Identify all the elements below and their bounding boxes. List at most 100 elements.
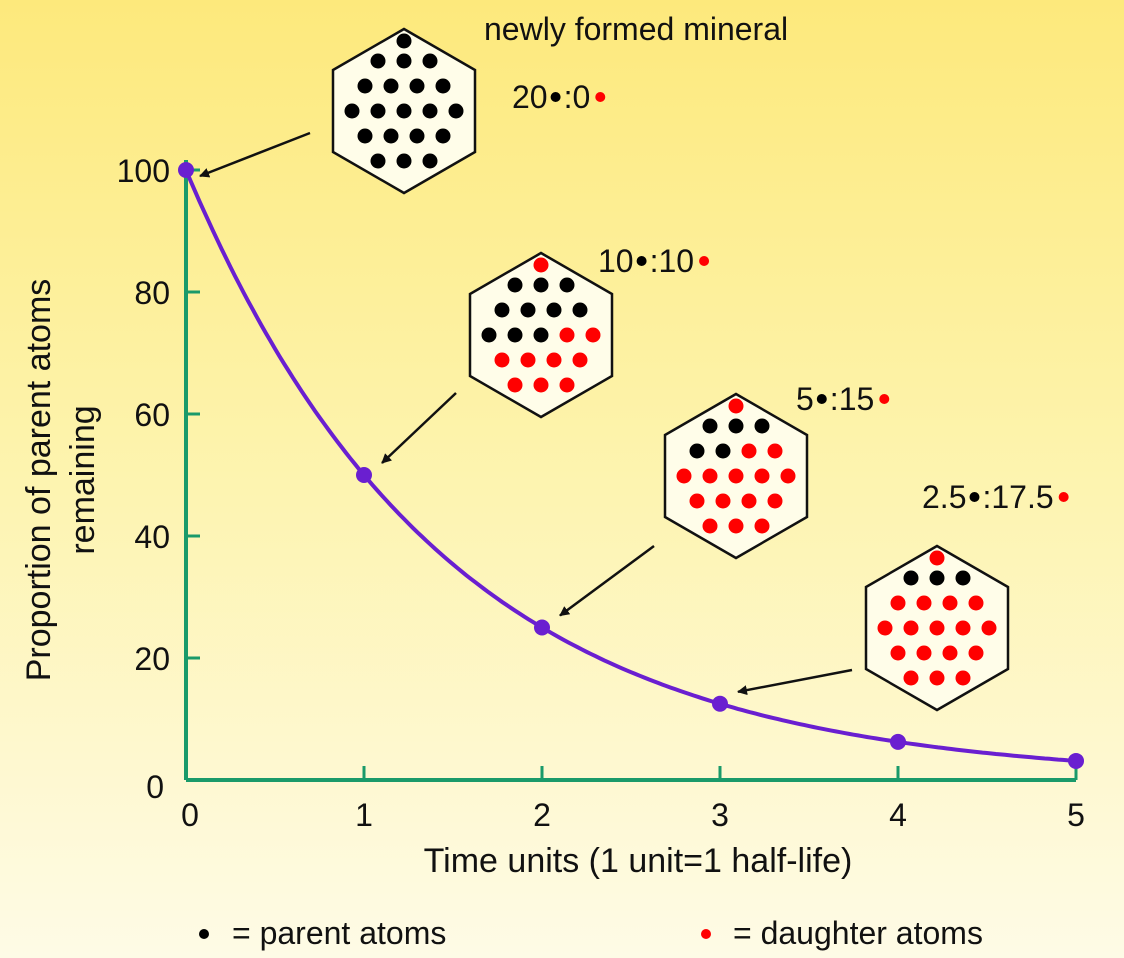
parent-atom — [435, 78, 451, 94]
parent-atom — [422, 53, 438, 69]
daughter-atom — [955, 670, 971, 686]
parent-atom — [546, 302, 562, 318]
daughter-atom — [877, 620, 893, 636]
parent-atom — [383, 128, 399, 144]
daughter-atom — [741, 443, 757, 459]
ticks: 0 1 2 3 4 5 0 20 40 60 80 100 — [117, 153, 1085, 833]
x-tick-label: 4 — [889, 797, 907, 833]
annotation-arrow — [559, 544, 655, 617]
parent-atom — [507, 327, 523, 343]
x-tick-label: 5 — [1067, 797, 1085, 833]
parent-atom — [481, 327, 497, 343]
daughter-atom — [728, 518, 744, 534]
parent-atom — [728, 418, 744, 434]
data-point — [178, 162, 194, 178]
parent-atom — [689, 443, 705, 459]
daughter-atom — [494, 352, 510, 368]
y-tick-label: 80 — [134, 275, 170, 311]
daughter-atom — [916, 595, 932, 611]
parent-count-label: 10 — [598, 243, 634, 279]
daughter-atom — [702, 518, 718, 534]
daughter-atom — [754, 468, 770, 484]
parent-atom — [396, 103, 412, 119]
daughter-atom — [767, 493, 783, 509]
parent-count-label: 20 — [512, 79, 548, 115]
parent-atom — [344, 103, 360, 119]
parent-atom — [533, 277, 549, 293]
y-tick-label: 100 — [117, 153, 170, 189]
daughter-atom — [676, 468, 692, 484]
daughter-atom — [702, 468, 718, 484]
daughter-atom — [942, 595, 958, 611]
data-point — [534, 619, 550, 636]
parent-atom — [754, 418, 770, 434]
data-points — [178, 162, 1084, 769]
daughter-atom — [903, 620, 919, 636]
legend-parent-dot — [199, 929, 209, 939]
parent-dot-icon — [636, 256, 647, 266]
daughter-atom — [689, 493, 705, 509]
parent-atom — [357, 128, 373, 144]
y-axis-label: Proportion of parent atoms remaining — [20, 279, 102, 682]
daughter-dot-icon — [879, 394, 890, 404]
y-tick-label: 60 — [134, 397, 170, 433]
decay-curve — [184, 169, 1077, 763]
daughter-atom — [890, 595, 906, 611]
data-point — [890, 733, 906, 750]
y-tick-label: 0 — [146, 769, 164, 805]
daughter-atom — [929, 670, 945, 686]
daughter-atom — [903, 670, 919, 686]
daughter-atom — [929, 620, 945, 636]
parent-atom — [422, 153, 438, 169]
daughter-dot-icon — [595, 92, 606, 102]
parent-atom — [370, 53, 386, 69]
daughter-count-label: :10 — [650, 243, 694, 279]
y-axis-label-line-1: Proportion of parent atoms — [20, 279, 58, 682]
data-point — [712, 695, 728, 712]
legend: = parent atoms = daughter atoms — [199, 915, 983, 951]
parent-atom — [715, 443, 731, 459]
parent-atom — [494, 302, 510, 318]
y-tick-label: 40 — [134, 519, 170, 555]
daughter-atom — [968, 595, 984, 611]
daughter-atom — [572, 352, 588, 368]
daughter-count-label: :15 — [830, 381, 874, 417]
daughter-atom — [585, 327, 601, 343]
parent-atom — [357, 78, 373, 94]
parent-atom — [396, 33, 412, 49]
parent-atom — [435, 128, 451, 144]
x-tick-label: 3 — [711, 797, 729, 833]
parent-atom — [702, 418, 718, 434]
daughter-atom — [916, 645, 932, 661]
parent-atom — [396, 53, 412, 69]
parent-dot-icon — [550, 92, 561, 102]
parent-atom — [929, 570, 945, 586]
daughter-atom — [929, 550, 945, 566]
daughter-atom — [715, 493, 731, 509]
daughter-atom — [728, 468, 744, 484]
annotation-arrow — [381, 392, 457, 464]
daughter-dot-icon — [1058, 492, 1069, 502]
parent-dot-icon — [816, 394, 827, 404]
y-axis-label-line-2: remaining — [64, 405, 102, 554]
mineral-annotation: 20:0 newly formed mineral — [199, 11, 788, 195]
annotation-title: newly formed mineral — [484, 11, 788, 47]
data-point — [356, 467, 372, 483]
daughter-atom — [728, 398, 744, 414]
parent-atom — [383, 78, 399, 94]
daughter-atom — [507, 377, 523, 393]
mineral-annotation: 2.5:17.5 — [737, 479, 1069, 712]
parent-atom — [409, 78, 425, 94]
parent-atom — [396, 153, 412, 169]
annotation-arrow — [199, 131, 311, 178]
legend-daughter-dot — [701, 929, 711, 939]
parent-atom — [448, 103, 464, 119]
x-tick-label: 0 — [181, 797, 199, 833]
x-tick-label: 1 — [355, 797, 373, 833]
parent-atom — [370, 153, 386, 169]
parent-count-label: 5 — [796, 381, 814, 417]
mineral-annotation: 5 :15 — [559, 381, 890, 617]
daughter-atom — [559, 327, 575, 343]
daughter-atom — [559, 377, 575, 393]
daughter-atom — [890, 645, 906, 661]
